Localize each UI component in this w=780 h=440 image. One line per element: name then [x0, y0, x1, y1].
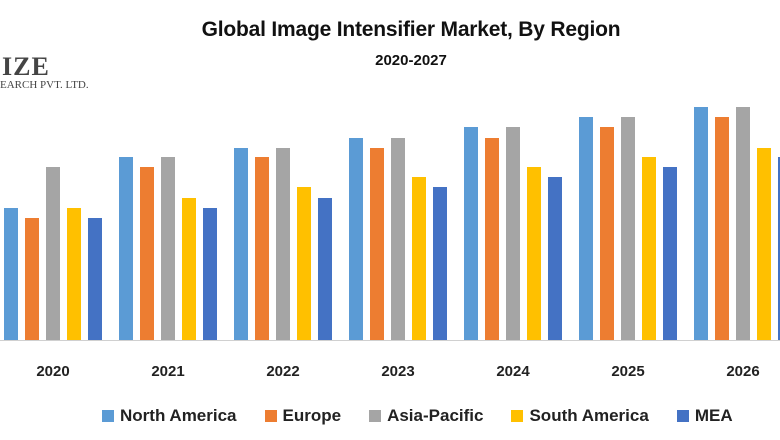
bar-north-america-2026 — [694, 107, 708, 340]
bar-asia-pacific-2022 — [276, 148, 290, 340]
legend-swatch — [511, 410, 524, 422]
legend-label: Europe — [282, 406, 342, 425]
legend-item: North America — [102, 406, 237, 426]
bar-mea-2026 — [778, 157, 780, 340]
x-tick-label: 2026 — [726, 363, 759, 380]
bar-north-america-2021 — [119, 157, 133, 340]
legend-item: Europe — [264, 406, 342, 426]
bar-europe-2024 — [485, 138, 499, 340]
bar-europe-2020 — [25, 218, 39, 340]
bar-mea-2024 — [548, 177, 562, 340]
bar-north-america-2022 — [234, 148, 248, 340]
bar-north-america-2023 — [349, 138, 363, 340]
legend-swatch — [676, 410, 689, 422]
bar-asia-pacific-2021 — [161, 157, 175, 340]
legend-swatch — [102, 410, 114, 422]
bar-mea-2020 — [88, 218, 102, 340]
x-tick-label: 2024 — [496, 363, 530, 380]
bar-south-america-2021 — [182, 198, 196, 340]
legend-label: MEA — [694, 406, 733, 425]
bar-asia-pacific-2026 — [736, 107, 750, 340]
x-tick-label: 2023 — [381, 363, 414, 380]
x-tick-label: 2025 — [611, 363, 644, 380]
bar-europe-2022 — [255, 157, 269, 340]
bar-south-america-2026 — [757, 148, 771, 340]
bar-south-america-2023 — [412, 177, 426, 340]
bar-europe-2023 — [370, 148, 384, 340]
legend-item: South America — [511, 406, 649, 426]
legend-item: Asia-Pacific — [369, 406, 483, 426]
legend-swatch — [264, 410, 277, 422]
bar-mea-2021 — [203, 208, 217, 340]
bar-mea-2022 — [318, 198, 332, 340]
bar-mea-2023 — [433, 187, 447, 340]
logo-watermark-main: IZE — [2, 52, 50, 81]
legend-label: South America — [529, 406, 649, 425]
x-tick-label: 2021 — [151, 363, 184, 380]
bar-asia-pacific-2020 — [46, 167, 60, 340]
legend-item: MEA — [676, 406, 733, 426]
x-tick-label: 2020 — [36, 363, 69, 380]
legend-swatch — [369, 410, 382, 422]
logo-watermark-sub: EARCH PVT. LTD. — [0, 79, 89, 91]
bar-south-america-2022 — [297, 187, 311, 340]
bar-south-america-2020 — [67, 208, 81, 340]
bar-north-america-2020 — [4, 208, 18, 340]
x-tick-label: 2022 — [266, 363, 299, 380]
bar-europe-2026 — [715, 117, 729, 340]
chart-legend: North America Europe Asia-Pacific South Ame… — [102, 404, 733, 428]
bar-asia-pacific-2024 — [506, 127, 520, 340]
bar-north-america-2025 — [579, 117, 593, 340]
bar-south-america-2025 — [642, 157, 656, 340]
chart-title: Global Image Intensifier Market, By Regi… — [201, 18, 621, 41]
bar-europe-2025 — [600, 127, 614, 340]
bar-europe-2021 — [140, 167, 154, 340]
bar-mea-2025 — [663, 167, 677, 340]
legend-label: Asia-Pacific — [387, 406, 484, 425]
bar-asia-pacific-2025 — [621, 117, 635, 340]
bar-south-america-2024 — [527, 167, 541, 340]
bar-asia-pacific-2023 — [391, 138, 405, 340]
bar-north-america-2024 — [464, 127, 478, 340]
legend-label: North America — [120, 406, 237, 425]
chart-subtitle: 2020-2027 — [375, 52, 447, 69]
